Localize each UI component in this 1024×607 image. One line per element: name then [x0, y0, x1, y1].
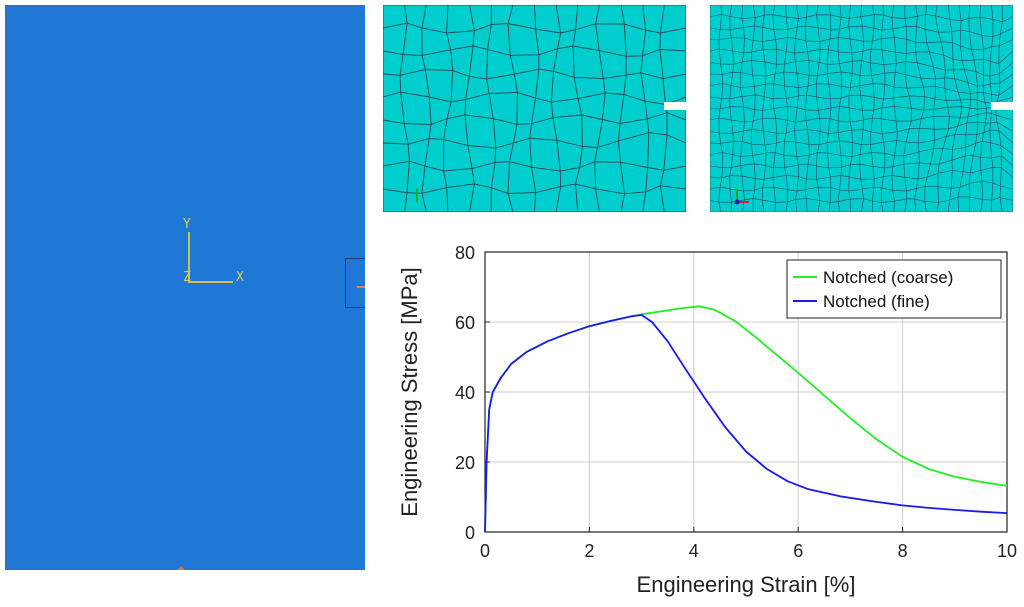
mesh-line	[740, 5, 745, 212]
plot-frame	[484, 251, 1008, 533]
mesh-line	[837, 5, 843, 212]
y-axis-label: Engineering Stress [MPa]	[397, 267, 422, 516]
mesh-line	[383, 45, 686, 57]
mesh-line	[729, 5, 734, 212]
mesh-line	[529, 5, 540, 212]
mesh-line	[783, 5, 788, 212]
mesh-line	[979, 5, 987, 212]
mesh-line	[870, 5, 875, 212]
mesh-triad-icon	[734, 189, 749, 205]
fine-mesh-graphic	[710, 5, 1013, 212]
triad-y-label: Y	[183, 217, 191, 232]
legend-box	[786, 259, 1002, 319]
stress-strain-chart: 0 2 4 6 8 10 0 20 40 60 80 Engineering Strain [%] …	[395, 232, 1020, 604]
mesh-line	[710, 166, 1013, 180]
mesh-line	[710, 196, 1013, 203]
notch-region-box	[345, 258, 365, 308]
mesh-line	[880, 5, 886, 212]
y-tick-label: 60	[455, 313, 475, 333]
mesh-line	[486, 5, 497, 212]
mesh-line	[421, 5, 432, 212]
triad-y-axis	[188, 232, 190, 282]
mesh-line	[859, 5, 864, 212]
y-tick-label: 80	[455, 243, 475, 263]
mesh-line	[710, 155, 1013, 169]
mesh-line	[924, 5, 936, 212]
mesh-line	[751, 5, 756, 212]
series	[484, 305, 1008, 533]
x-tick-label: 6	[793, 541, 803, 561]
notch-marker	[357, 286, 365, 288]
mesh-line	[710, 106, 1013, 111]
series-line-coarse	[484, 305, 1008, 533]
mesh-line	[903, 5, 912, 212]
mesh-line	[383, 112, 686, 125]
mesh-line	[399, 5, 410, 212]
mesh-line	[794, 5, 799, 212]
y-tick-label: 40	[455, 383, 475, 403]
mesh-lines	[710, 5, 1013, 212]
mesh-line	[383, 68, 686, 80]
mesh-line	[507, 5, 518, 212]
x-tick-label: 0	[480, 541, 490, 561]
mesh-line	[761, 5, 767, 212]
mesh-line	[957, 5, 972, 212]
legend-label-coarse: Notched (coarse)	[823, 268, 953, 287]
series-line-fine	[484, 314, 1008, 533]
mesh-line	[443, 5, 454, 212]
legend-label-fine: Notched (fine)	[823, 292, 930, 311]
mesh-lines	[383, 5, 686, 212]
notch-cutout	[664, 102, 686, 110]
triad-x-label: X	[236, 270, 244, 285]
y-tick-label: 0	[465, 523, 475, 543]
mesh-line	[594, 5, 606, 212]
mesh-line	[710, 83, 1013, 96]
coarse-mesh-graphic	[383, 5, 686, 212]
mesh-line	[805, 5, 810, 212]
legend: Notched (coarse) Notched (fine)	[786, 259, 1002, 319]
x-tick-label: 4	[689, 541, 699, 561]
x-axis-label: Engineering Strain [%]	[637, 572, 856, 597]
mesh-line	[914, 5, 926, 212]
mesh-line	[848, 5, 853, 212]
mesh-line	[383, 160, 686, 172]
fine-mesh-view[interactable]	[710, 5, 1013, 212]
triad-x-axis	[188, 281, 233, 283]
mesh-line	[640, 5, 650, 212]
mesh-line	[815, 5, 821, 212]
mesh-line	[383, 22, 686, 34]
mesh-line	[710, 71, 1013, 87]
model-viewport[interactable]: Y Z X	[5, 5, 365, 570]
mesh-line	[710, 37, 1013, 50]
mesh-line	[572, 5, 583, 212]
notch-cutout	[991, 102, 1013, 110]
mesh-line	[935, 5, 950, 212]
mesh-line	[464, 5, 475, 212]
triad-z-label: Z	[183, 270, 191, 285]
mesh-line	[772, 5, 778, 212]
tick-labels: 0 2 4 6 8 10 0 20 40 60 80	[455, 243, 1017, 561]
x-tick-label: 2	[584, 541, 594, 561]
mesh-line	[550, 5, 562, 212]
coarse-mesh-view[interactable]	[383, 5, 686, 212]
mesh-line	[710, 121, 1013, 134]
mesh-line	[826, 5, 832, 212]
mesh-line	[968, 5, 979, 212]
mesh-line	[718, 5, 724, 212]
mesh-line	[710, 25, 1013, 38]
mesh-triad-z	[734, 199, 740, 205]
mesh-line	[947, 5, 963, 212]
mesh-line	[891, 5, 898, 212]
x-tick-label: 8	[898, 541, 908, 561]
boundary-marker	[175, 566, 187, 570]
mesh-line	[617, 5, 627, 212]
x-tick-label: 10	[997, 541, 1017, 561]
y-tick-label: 20	[455, 453, 475, 473]
